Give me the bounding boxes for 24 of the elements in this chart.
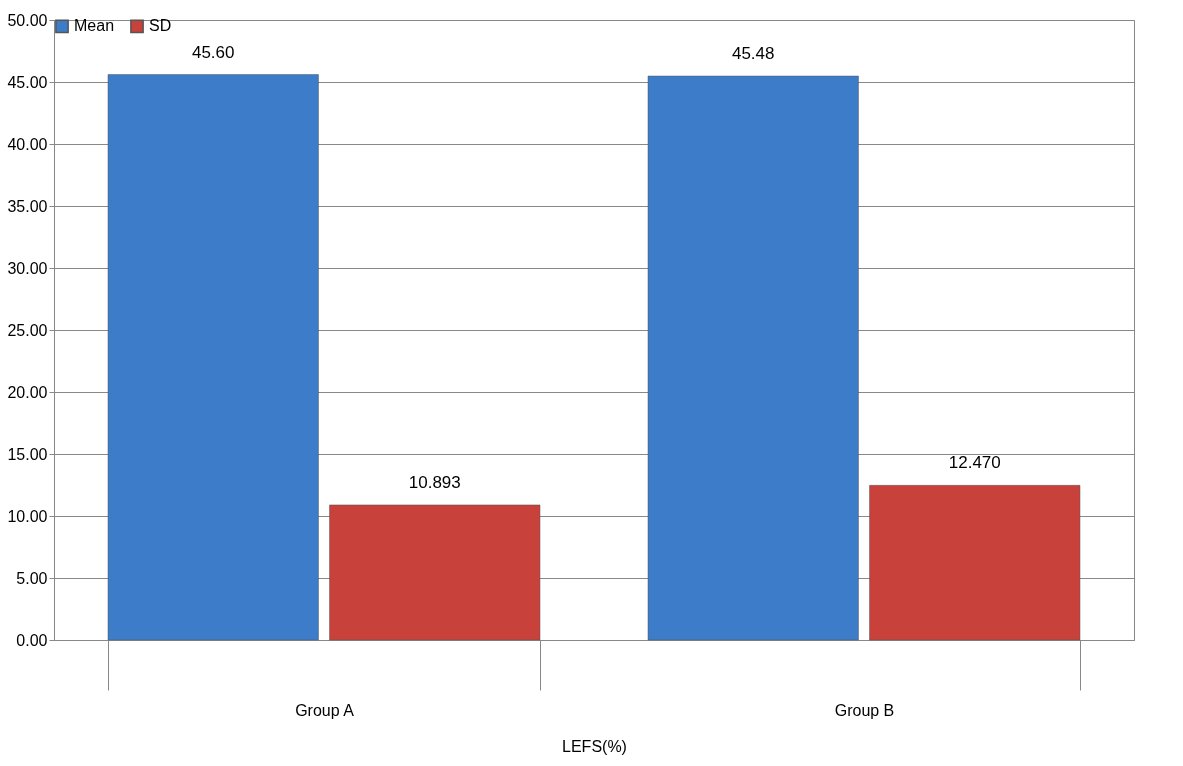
x-axis-title: LEFS(%) — [562, 737, 627, 755]
data-label: 45.48 — [731, 44, 775, 64]
bar — [107, 74, 319, 641]
bar — [869, 485, 1081, 641]
y-tick-label: 50.00 — [7, 11, 48, 29]
legend-label: SD — [149, 17, 172, 35]
bar — [329, 504, 541, 641]
y-tick-label: 25.00 — [7, 321, 48, 339]
y-tick-label: 20.00 — [7, 383, 48, 401]
x-tick-label: Group B — [834, 701, 895, 719]
y-tick-label: 40.00 — [7, 135, 48, 153]
legend-label: Mean — [74, 17, 115, 35]
y-tick-label: 5.00 — [16, 569, 48, 587]
y-tick-label: 35.00 — [7, 197, 48, 215]
bar — [647, 75, 859, 641]
y-tick-label: 30.00 — [7, 259, 48, 277]
x-tick-label: Group A — [295, 701, 355, 719]
y-tick-label: 10.00 — [7, 507, 48, 525]
y-tick-label: 15.00 — [7, 445, 48, 463]
y-tick-label: 0.00 — [16, 631, 48, 649]
data-label: 12.470 — [948, 453, 1001, 473]
y-tick-label: 45.00 — [7, 73, 48, 91]
data-label: 45.60 — [191, 42, 235, 62]
data-label: 10.893 — [408, 472, 461, 492]
